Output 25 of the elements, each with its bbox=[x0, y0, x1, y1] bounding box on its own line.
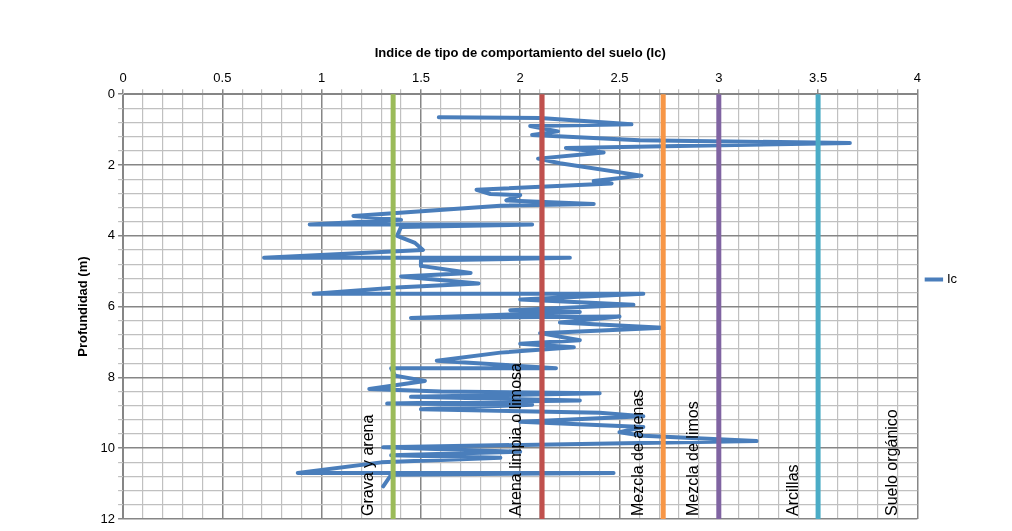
y-tick-label: 0 bbox=[107, 85, 116, 101]
y-tick-label: 12 bbox=[100, 510, 116, 526]
annotation: Arcillas bbox=[783, 464, 801, 516]
chart-title: Indice de tipo de comportamiento del suelo (Ic) bbox=[374, 45, 666, 61]
x-tick-label: 1 bbox=[318, 69, 326, 85]
x-tick-label: 4 bbox=[913, 69, 922, 85]
annotation: Arena limpia o limosa bbox=[507, 362, 525, 516]
x-tick-label: 3.5 bbox=[809, 69, 828, 85]
annotation: Grava y arena bbox=[358, 414, 376, 516]
x-tick-label: 0 bbox=[119, 69, 127, 85]
x-tick-label: 0.5 bbox=[213, 69, 232, 85]
x-tick-label: 1.5 bbox=[411, 69, 430, 85]
x-tick-label: 2 bbox=[516, 69, 524, 85]
y-tick-label: 10 bbox=[100, 439, 116, 455]
annotation: Suelo orgánico bbox=[882, 409, 900, 516]
y-tick-label: 8 bbox=[107, 368, 116, 384]
annotation: Mezcla de limos bbox=[684, 401, 702, 516]
y-axis-title: Profundidad (m) bbox=[75, 256, 91, 357]
y-tick-label: 6 bbox=[107, 298, 116, 314]
x-tick-label: 3 bbox=[715, 69, 723, 85]
legend-label: Ic bbox=[946, 271, 958, 287]
y-tick-label: 4 bbox=[107, 227, 116, 243]
annotation: Mezcla de arenas bbox=[628, 389, 646, 516]
y-tick-label: 2 bbox=[107, 156, 116, 172]
x-tick-label: 2.5 bbox=[610, 69, 629, 85]
